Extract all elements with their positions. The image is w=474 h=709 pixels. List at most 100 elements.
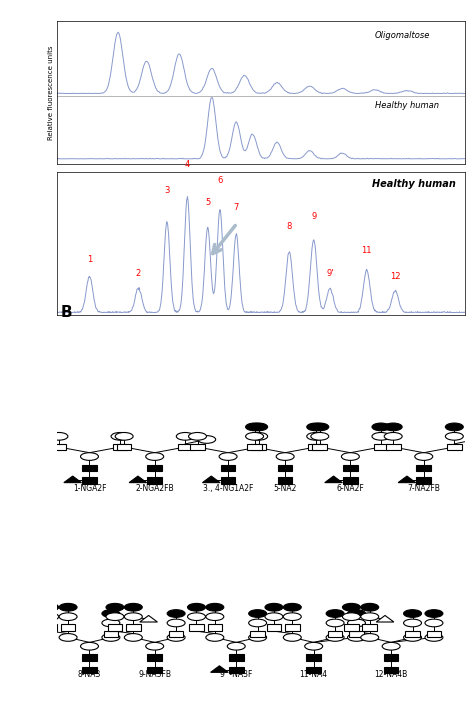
Text: 3: 3 (164, 186, 170, 195)
Circle shape (250, 423, 268, 431)
Text: 12: 12 (390, 272, 401, 281)
Circle shape (415, 452, 433, 460)
Circle shape (198, 435, 216, 443)
Text: 12-NA4B: 12-NA4B (374, 670, 408, 679)
Bar (147, 654, 162, 661)
Circle shape (167, 619, 185, 627)
Circle shape (265, 613, 283, 620)
Bar (343, 464, 358, 471)
Bar (309, 444, 323, 450)
Bar (61, 624, 75, 630)
Text: 7: 7 (234, 203, 239, 212)
Circle shape (446, 423, 463, 431)
Circle shape (246, 423, 264, 431)
Circle shape (206, 603, 224, 611)
Circle shape (425, 634, 443, 641)
Text: 2: 2 (136, 269, 141, 278)
Circle shape (41, 613, 59, 620)
Text: 9': 9' (326, 269, 334, 278)
Circle shape (249, 634, 266, 641)
Bar (42, 624, 57, 630)
Bar (405, 630, 420, 637)
Text: 8: 8 (287, 222, 292, 231)
Circle shape (102, 634, 120, 641)
Circle shape (102, 610, 120, 618)
Bar (82, 654, 97, 661)
Text: Oligomaltose: Oligomaltose (375, 31, 430, 40)
Text: 4: 4 (185, 160, 190, 169)
Circle shape (384, 432, 402, 440)
Text: 1: 1 (87, 255, 92, 264)
Bar (82, 667, 97, 674)
Circle shape (219, 452, 237, 460)
Bar (229, 667, 244, 674)
Circle shape (361, 603, 379, 611)
Circle shape (311, 432, 329, 440)
Circle shape (106, 603, 124, 611)
Text: 6: 6 (217, 176, 223, 185)
Circle shape (102, 619, 120, 627)
Circle shape (41, 603, 59, 611)
Bar (108, 624, 122, 630)
Circle shape (446, 432, 463, 440)
Bar (447, 444, 462, 450)
Circle shape (250, 432, 268, 440)
Circle shape (81, 452, 99, 460)
Text: 9: 9 (311, 212, 316, 220)
Circle shape (342, 613, 360, 620)
Circle shape (425, 610, 443, 618)
Text: 9-NA3FB: 9-NA3FB (138, 670, 171, 679)
Text: 8-NA3: 8-NA3 (78, 670, 101, 679)
Bar (285, 624, 300, 630)
Bar (82, 464, 97, 471)
Bar (52, 444, 66, 450)
Bar (427, 630, 441, 637)
Circle shape (384, 423, 402, 431)
Bar (247, 444, 262, 450)
Circle shape (276, 452, 294, 460)
Bar (306, 654, 321, 661)
Circle shape (50, 432, 68, 440)
Bar (126, 624, 141, 630)
Circle shape (326, 619, 344, 627)
Circle shape (176, 432, 194, 440)
Circle shape (146, 452, 164, 460)
Bar (147, 477, 162, 484)
Circle shape (403, 634, 421, 641)
Text: 11: 11 (362, 246, 372, 255)
Circle shape (59, 603, 77, 611)
Circle shape (283, 613, 301, 620)
Text: 2-NGA2FB: 2-NGA2FB (136, 484, 174, 493)
Bar (278, 464, 292, 471)
Bar (251, 444, 266, 450)
Bar (221, 464, 236, 471)
Circle shape (59, 613, 77, 620)
Circle shape (372, 432, 390, 440)
Bar (328, 630, 342, 637)
Circle shape (283, 603, 301, 611)
Circle shape (326, 634, 344, 641)
Bar (266, 624, 281, 630)
Bar (221, 477, 236, 484)
Bar (208, 624, 222, 630)
Circle shape (167, 634, 185, 641)
Bar (147, 667, 162, 674)
Circle shape (347, 634, 365, 641)
Bar (384, 667, 399, 674)
Circle shape (124, 613, 142, 620)
Circle shape (188, 613, 205, 620)
Circle shape (311, 423, 329, 431)
Bar (117, 444, 131, 450)
Circle shape (403, 610, 421, 618)
Circle shape (347, 610, 365, 618)
Bar (82, 477, 97, 484)
Circle shape (167, 610, 185, 618)
Circle shape (106, 613, 124, 620)
Bar (178, 444, 192, 450)
Text: B: B (61, 305, 73, 320)
Text: 5-NA2: 5-NA2 (273, 484, 297, 493)
Bar (363, 624, 377, 630)
Circle shape (188, 603, 205, 611)
Text: 5: 5 (205, 198, 210, 206)
Circle shape (307, 432, 325, 440)
